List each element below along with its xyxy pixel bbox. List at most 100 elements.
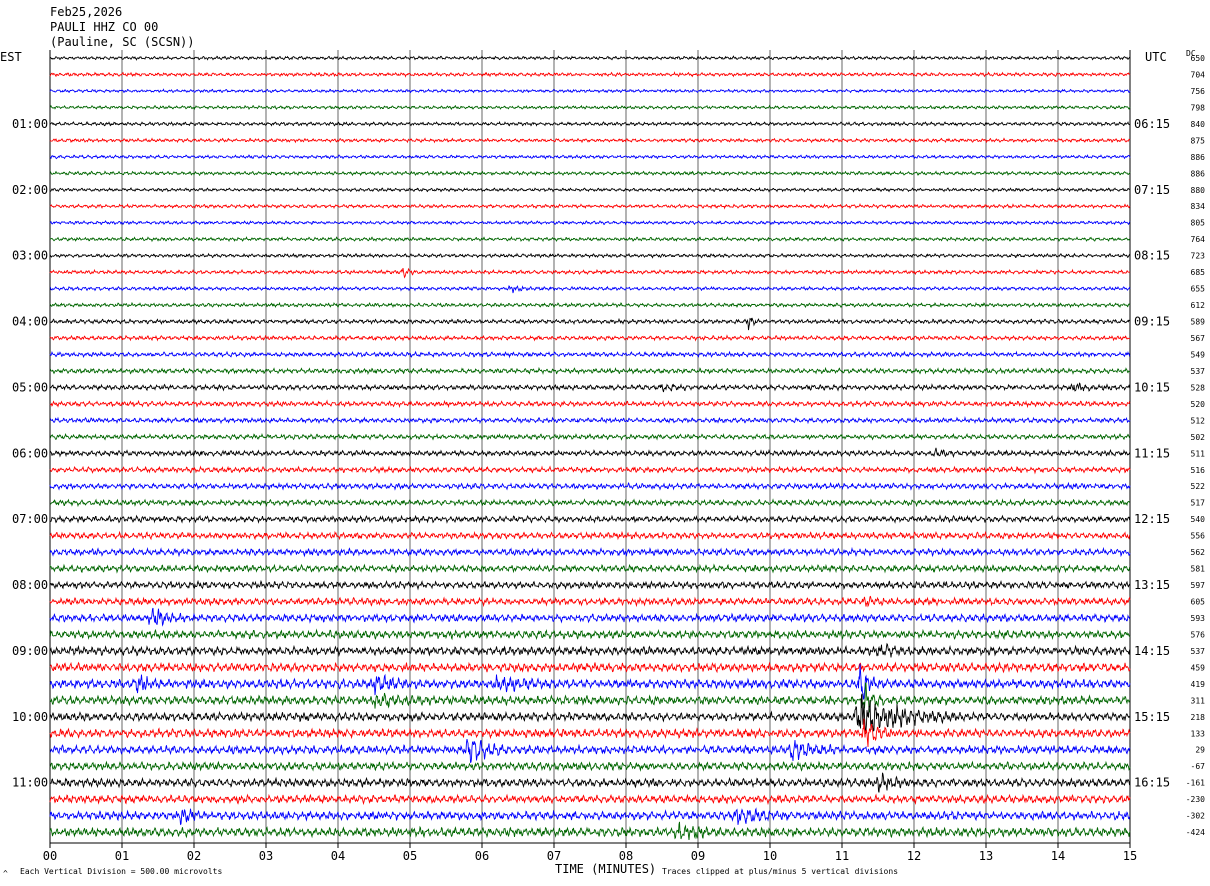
trace-line-32 xyxy=(49,579,1131,591)
dc-offset-label: 528 xyxy=(1191,383,1206,392)
trace-line-25 xyxy=(49,465,1131,475)
dc-offset-label: 655 xyxy=(1191,285,1206,294)
right-hour-label: 07:15 xyxy=(1134,183,1170,197)
scale-note: Each Vertical Division = 500.00 microvol… xyxy=(20,867,222,876)
left-hour-label: 10:00 xyxy=(12,710,48,724)
trace-line-16 xyxy=(49,317,1131,331)
dc-offset-label: 597 xyxy=(1191,581,1206,590)
trace-line-45 xyxy=(49,793,1131,806)
x-tick-label: 00 xyxy=(43,849,57,863)
right-hour-label: 12:15 xyxy=(1134,512,1170,526)
trace-line-37 xyxy=(49,661,1131,674)
trace-line-36 xyxy=(49,642,1131,658)
x-tick-label: 15 xyxy=(1123,849,1137,863)
trace-line-24 xyxy=(49,447,1131,458)
dc-offset-label: 875 xyxy=(1191,136,1206,145)
left-hour-label: 05:00 xyxy=(12,380,48,394)
dc-offset-label: 517 xyxy=(1191,499,1206,508)
left-hour-label: 06:00 xyxy=(12,446,48,460)
trace-line-7 xyxy=(49,170,1131,177)
trace-line-28 xyxy=(49,514,1131,524)
x-tick-label: 14 xyxy=(1051,849,1065,863)
dc-offset-label: 537 xyxy=(1191,367,1206,376)
dc-offset-label: 512 xyxy=(1191,416,1206,425)
trace-line-4 xyxy=(49,120,1131,127)
dc-offset-label: 593 xyxy=(1191,614,1206,623)
x-axis: 00 01 02 03 04 05 06 07 08 09 10 11 12 13 14 15 xyxy=(43,842,1137,863)
dc-offset-label: -67 xyxy=(1191,762,1206,771)
trace-line-31 xyxy=(49,563,1131,574)
header-station: PAULI HHZ CO 00 xyxy=(50,20,158,34)
trace-line-19 xyxy=(49,366,1131,376)
right-hour-label: 08:15 xyxy=(1134,249,1170,263)
dc-label: DC xyxy=(1186,49,1196,58)
trace-line-3 xyxy=(49,104,1131,111)
dc-offset-label: 537 xyxy=(1191,647,1206,656)
x-tick-label: 05 xyxy=(403,849,417,863)
right-hour-label: 11:15 xyxy=(1134,446,1170,460)
dc-offset-label: 218 xyxy=(1191,713,1206,722)
dc-offset-label: 840 xyxy=(1191,120,1206,129)
trace-line-27 xyxy=(49,498,1131,508)
dc-offset-label: 29 xyxy=(1195,746,1205,755)
corner-mark: ^ xyxy=(3,869,8,878)
trace-group xyxy=(49,55,1131,840)
right-zone-label: UTC xyxy=(1145,50,1167,64)
left-hour-label: 03:00 xyxy=(12,249,48,263)
dc-offset-label: 589 xyxy=(1191,318,1206,327)
trace-line-42 xyxy=(49,739,1131,764)
dc-offset-label: 880 xyxy=(1191,186,1206,195)
x-tick-label: 09 xyxy=(691,849,705,863)
x-tick-label: 04 xyxy=(331,849,345,863)
trace-line-23 xyxy=(49,432,1131,441)
trace-line-46 xyxy=(49,807,1131,826)
dc-offset-label: 576 xyxy=(1191,630,1206,639)
trace-line-40 xyxy=(49,693,1131,735)
trace-line-35 xyxy=(49,628,1131,641)
left-hour-label: 02:00 xyxy=(12,183,48,197)
dc-offset-label: 540 xyxy=(1191,515,1206,524)
trace-line-39 xyxy=(49,682,1131,713)
trace-line-12 xyxy=(49,252,1131,259)
dc-offset-label: 562 xyxy=(1191,548,1206,557)
right-hour-label: 10:15 xyxy=(1134,380,1170,394)
x-tick-label: 11 xyxy=(835,849,849,863)
right-hour-label: 13:15 xyxy=(1134,578,1170,592)
dc-offset-label: 522 xyxy=(1191,482,1206,491)
trace-line-21 xyxy=(49,399,1131,409)
trace-line-13 xyxy=(49,267,1131,279)
left-hour-label: 08:00 xyxy=(12,578,48,592)
trace-line-2 xyxy=(49,88,1131,94)
trace-line-34 xyxy=(49,607,1131,627)
dc-offset-label: 502 xyxy=(1191,433,1206,442)
trace-line-6 xyxy=(49,154,1131,160)
trace-line-8 xyxy=(49,186,1131,193)
trace-line-43 xyxy=(49,760,1131,772)
dc-offset-label: 704 xyxy=(1191,70,1206,79)
trace-line-44 xyxy=(49,772,1131,793)
x-tick-label: 06 xyxy=(475,849,489,863)
trace-line-38 xyxy=(49,663,1131,700)
dc-offset-label: 798 xyxy=(1191,103,1206,112)
dc-offset-label: 133 xyxy=(1191,729,1206,738)
x-tick-label: 12 xyxy=(907,849,921,863)
trace-line-33 xyxy=(49,595,1131,608)
dc-offset-label: 886 xyxy=(1191,153,1206,162)
x-tick-label: 07 xyxy=(547,849,561,863)
dc-offset-label: 516 xyxy=(1191,466,1206,475)
trace-line-14 xyxy=(49,285,1131,294)
header-location: (Pauline, SC (SCSN)) xyxy=(50,35,195,49)
trace-line-30 xyxy=(49,546,1131,558)
dc-offset-label: 685 xyxy=(1191,268,1206,277)
dc-offset-label: -161 xyxy=(1186,779,1205,788)
dc-offset-label: 612 xyxy=(1191,301,1206,310)
trace-line-47 xyxy=(49,821,1131,840)
dc-offset-label: 764 xyxy=(1191,235,1206,244)
dc-offset-label: -302 xyxy=(1186,812,1205,821)
x-tick-label: 08 xyxy=(619,849,633,863)
trace-line-9 xyxy=(49,203,1131,210)
left-hour-label: 09:00 xyxy=(12,644,48,658)
trace-line-18 xyxy=(49,350,1131,359)
time-grid xyxy=(49,50,1131,843)
